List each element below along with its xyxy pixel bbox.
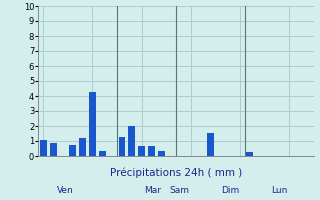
Bar (148, 146, 155, 156)
Text: Dim: Dim (221, 186, 239, 195)
Bar (246, 152, 253, 156)
Bar (89, 92, 96, 156)
X-axis label: Précipitations 24h ( mm ): Précipitations 24h ( mm ) (110, 167, 242, 178)
Bar (99, 151, 106, 156)
Text: Mar: Mar (144, 186, 161, 195)
Bar (207, 133, 214, 156)
Bar (79, 138, 86, 156)
Bar (158, 151, 165, 156)
Bar (138, 146, 145, 156)
Text: Ven: Ven (57, 186, 74, 195)
Bar (128, 126, 135, 156)
Bar (118, 137, 125, 156)
Bar (40, 140, 47, 156)
Text: Lun: Lun (271, 186, 287, 195)
Bar (69, 145, 76, 156)
Text: Sam: Sam (169, 186, 189, 195)
Bar (50, 142, 57, 156)
